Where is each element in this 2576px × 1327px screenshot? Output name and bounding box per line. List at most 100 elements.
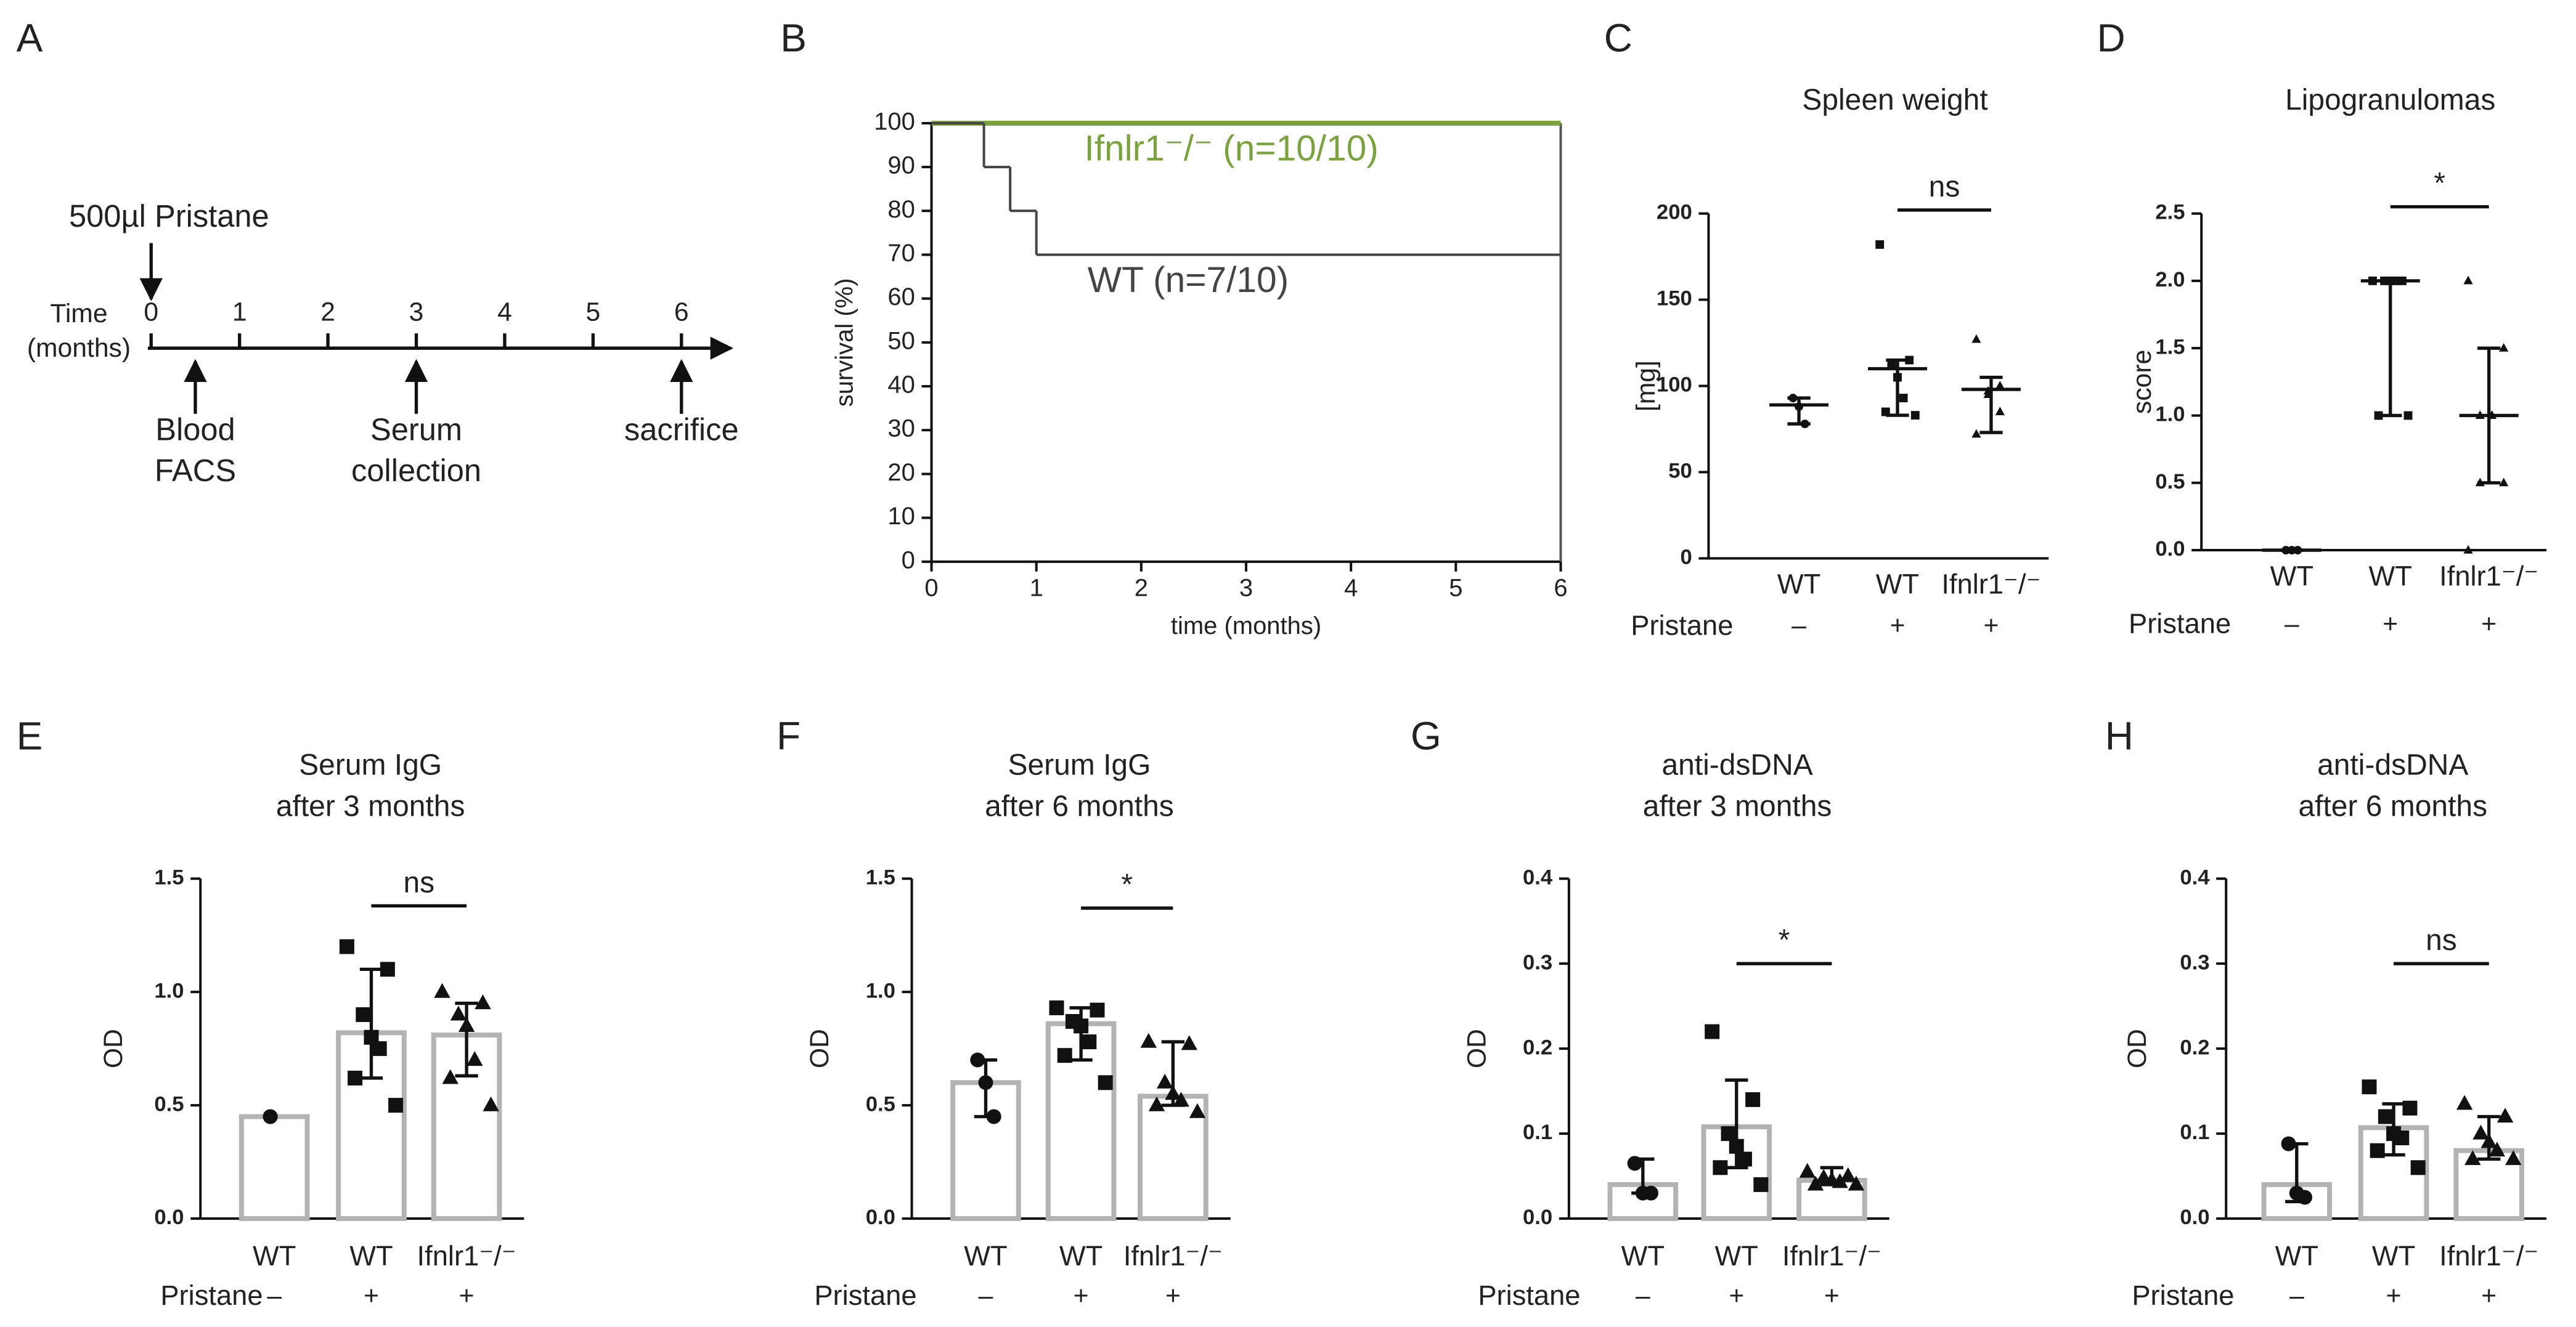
x-tick-label: 2 — [1135, 575, 1148, 602]
point — [339, 939, 354, 954]
point — [1165, 1085, 1181, 1100]
point — [2472, 1124, 2489, 1140]
y-tick-label: 0.5 — [2155, 470, 2185, 493]
y-tick-label: 0.0 — [154, 1206, 184, 1229]
y-tick-label: 10 — [887, 503, 915, 530]
panel-title: after 6 months — [985, 790, 1174, 822]
x-tick-label: 5 — [1449, 575, 1462, 602]
x-tick-label: Ifnlr1⁻/⁻ — [1782, 1240, 1881, 1272]
row-value: + — [2386, 1281, 2402, 1310]
point — [2281, 1136, 2296, 1151]
x-tick-label: Ifnlr1⁻/⁻ — [2439, 1240, 2538, 1272]
point — [2362, 1079, 2377, 1095]
point — [380, 962, 395, 977]
point — [372, 1041, 387, 1057]
y-tick-label: 0.3 — [2180, 951, 2209, 974]
row-value: + — [1984, 611, 1999, 641]
point — [2487, 410, 2497, 420]
point — [2499, 343, 2509, 352]
x-tick-label: WT — [1876, 569, 1919, 600]
point — [1971, 334, 1981, 343]
point — [475, 994, 491, 1010]
point — [1157, 1073, 1173, 1089]
point — [434, 983, 450, 998]
point — [2463, 275, 2473, 285]
legend-label: Ifnlr1⁻/⁻ (n=10/10) — [1084, 129, 1378, 169]
point — [1627, 1156, 1642, 1171]
point — [1737, 1151, 1752, 1167]
significance-label: ns — [2426, 924, 2457, 957]
panel-title: Serum IgG — [1008, 749, 1151, 782]
x-tick-label: 1 — [1030, 575, 1043, 602]
panel-title: after 3 months — [276, 790, 465, 822]
y-tick-label: 0.1 — [2180, 1121, 2209, 1144]
row-value: + — [1890, 611, 1906, 641]
y-tick-label: 1.0 — [2155, 403, 2185, 426]
point — [1729, 1138, 1744, 1154]
y-tick-label: 100 — [1657, 373, 1692, 397]
point — [1181, 1035, 1197, 1050]
x-tick-label: WT — [349, 1240, 393, 1272]
point — [1049, 1000, 1064, 1015]
y-tick-label: 0.0 — [2180, 1206, 2209, 1229]
point — [2403, 411, 2413, 420]
timeline-tick-label: 3 — [409, 297, 424, 327]
point — [263, 1109, 278, 1124]
row-label: Pristane — [2129, 608, 2231, 639]
y-axis-label: [mg] — [1631, 360, 1661, 412]
panel-letter: B — [780, 16, 807, 60]
x-tick-label: WT — [2369, 560, 2412, 591]
point — [1905, 355, 1914, 365]
event-label: collection — [351, 453, 481, 488]
row-value: – — [2289, 1281, 2304, 1310]
x-tick-label: WT — [1621, 1240, 1665, 1272]
timeline-axis-label: Time — [50, 299, 107, 328]
point — [1840, 1167, 1856, 1182]
y-tick-label: 0.0 — [2155, 537, 2185, 561]
point — [1832, 1173, 1848, 1188]
point — [970, 1052, 985, 1068]
y-tick-label: 0.4 — [1523, 866, 1553, 889]
bar — [2358, 1125, 2429, 1222]
x-tick-label: 6 — [1554, 575, 1567, 602]
x-tick-label: WT — [1777, 569, 1820, 600]
x-tick-label: Ifnlr1⁻/⁻ — [1941, 569, 2040, 600]
x-tick-label: WT — [2270, 560, 2313, 591]
x-axis-label: time (months) — [1171, 612, 1321, 639]
point — [1800, 420, 1809, 428]
row-label: Pristane — [160, 1280, 263, 1311]
y-tick-label: 0.2 — [1523, 1036, 1552, 1059]
point — [1807, 1175, 1824, 1191]
y-tick-label: 0.3 — [1523, 951, 1552, 974]
y-tick-label: 50 — [1668, 460, 1692, 483]
panel-letter: D — [2097, 16, 2125, 60]
significance-label: * — [2434, 168, 2445, 200]
point — [2464, 1150, 2481, 1166]
point — [1148, 1096, 1165, 1111]
significance-label: ns — [1929, 171, 1960, 203]
timeline-tick-label: 4 — [497, 297, 512, 327]
point — [1788, 394, 1798, 403]
event-label: FACS — [155, 453, 236, 488]
panel-letter: C — [1604, 16, 1632, 60]
row-label: Pristane — [2132, 1280, 2234, 1311]
point — [1881, 407, 1890, 416]
y-tick-label: 1.5 — [2155, 335, 2185, 359]
point — [2480, 1133, 2497, 1148]
y-tick-label: 1.0 — [154, 979, 184, 1002]
x-tick-label: Ifnlr1⁻/⁻ — [2439, 560, 2538, 591]
point — [2463, 545, 2473, 554]
point — [2392, 276, 2401, 285]
point — [1721, 1126, 1736, 1142]
x-tick-label: WT — [1715, 1240, 1758, 1272]
x-tick-label: WT — [253, 1240, 296, 1272]
row-label: Pristane — [814, 1280, 916, 1311]
point — [1745, 1092, 1761, 1107]
injection-label: 500µl Pristane — [69, 198, 269, 233]
point — [2475, 410, 2485, 420]
row-value: + — [2481, 609, 2497, 639]
x-tick-label: Ifnlr1⁻/⁻ — [1123, 1240, 1223, 1272]
y-tick-label: 0.0 — [866, 1206, 895, 1229]
point — [2410, 1160, 2426, 1175]
row-label: Pristane — [1478, 1280, 1580, 1311]
